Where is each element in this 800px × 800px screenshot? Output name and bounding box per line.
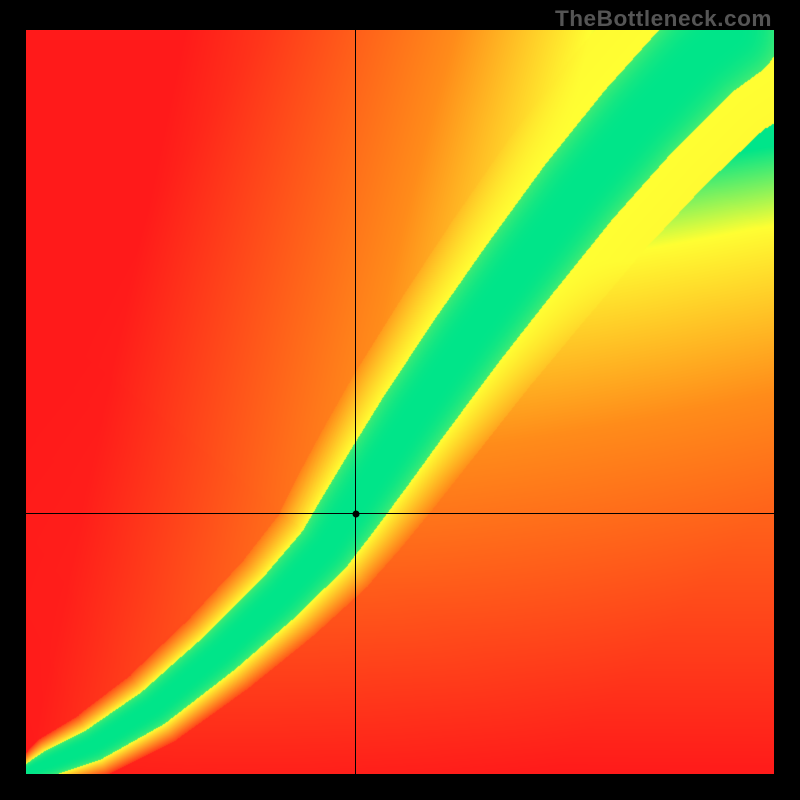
chart-container: TheBottleneck.com — [0, 0, 800, 800]
heatmap-canvas — [26, 30, 774, 774]
watermark-text: TheBottleneck.com — [555, 6, 772, 32]
crosshair-vertical — [355, 30, 356, 774]
marker-dot — [352, 510, 359, 517]
crosshair-horizontal — [26, 513, 774, 514]
